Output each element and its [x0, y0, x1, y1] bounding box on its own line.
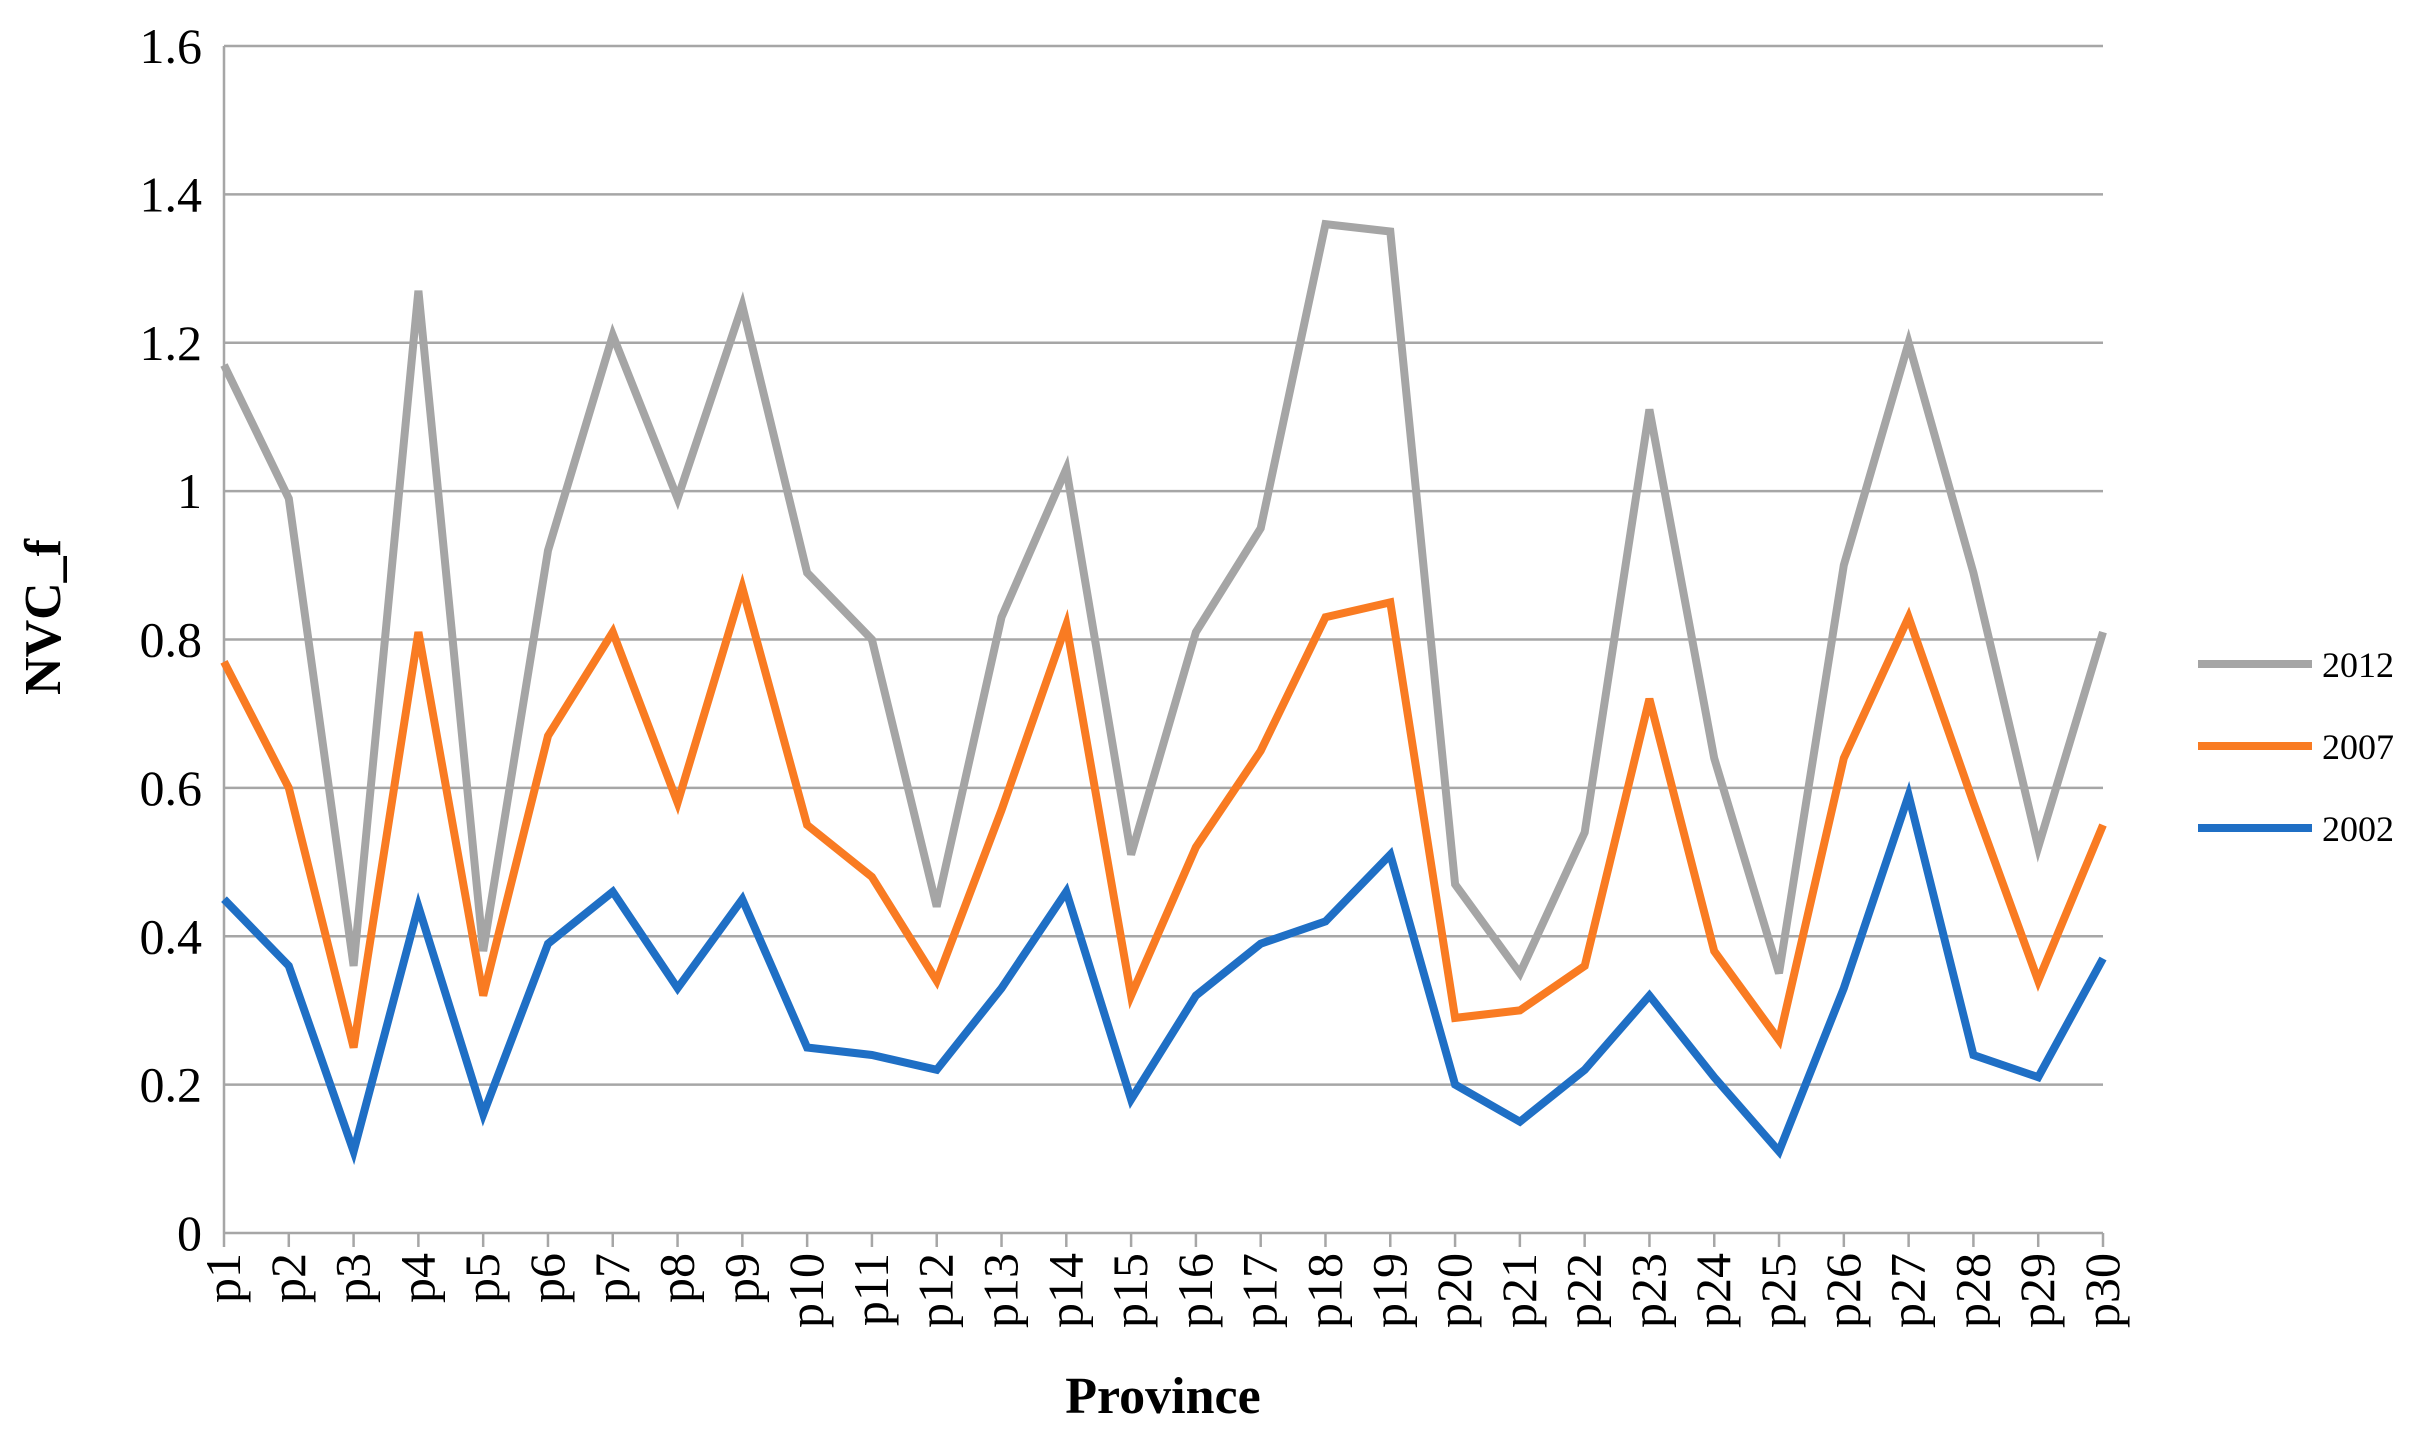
y-axis-title: NVC_f [15, 538, 72, 695]
series-line-2012 [220, 219, 2107, 982]
axes [222, 46, 2105, 1247]
legend-label: 2002 [2322, 809, 2394, 849]
x-tick-label: p28 [1944, 1253, 2000, 1328]
y-tick-label: 1.2 [140, 315, 203, 371]
y-tick-label: 0.4 [140, 908, 203, 964]
x-tick-label: p21 [1491, 1253, 1547, 1328]
x-tick-label: p20 [1426, 1253, 1482, 1328]
x-tick-label: p30 [2074, 1253, 2130, 1328]
x-tick-label: p7 [584, 1253, 640, 1303]
legend-label: 2007 [2322, 727, 2394, 767]
x-tick-label: p15 [1102, 1253, 1158, 1328]
x-tick-label: p10 [778, 1253, 834, 1328]
tick-labels: 00.20.40.60.811.21.41.6p1 p2 p3 p4 p5 p6 p7 p8 p… [140, 18, 2131, 1328]
x-tick-label: p26 [1815, 1253, 1871, 1328]
y-tick-label: 1.4 [140, 166, 203, 222]
x-tick-label: p12 [908, 1253, 964, 1328]
x-tick-label: p6 [519, 1253, 575, 1303]
x-tick-label: p19 [1361, 1253, 1417, 1328]
x-tick-label: p17 [1232, 1253, 1288, 1328]
y-tick-label: 0.6 [140, 760, 203, 816]
x-tick-label: p9 [713, 1253, 769, 1303]
legend-label: 2012 [2322, 645, 2394, 685]
x-tick-label: p27 [1880, 1253, 1936, 1328]
x-tick-label: p16 [1167, 1253, 1223, 1328]
y-tick-label: 0 [177, 1205, 202, 1261]
series-line-2002 [221, 781, 2107, 1166]
y-tick-label: 1 [177, 463, 202, 519]
x-tick-label: p4 [389, 1253, 445, 1303]
x-tick-label: p24 [1685, 1253, 1741, 1328]
x-tick-label: p13 [973, 1253, 1029, 1328]
y-tick-label: 0.8 [140, 612, 203, 668]
x-tick-label: p22 [1556, 1253, 1612, 1328]
x-tick-label: p5 [454, 1253, 510, 1303]
x-tick-label: p2 [260, 1253, 316, 1303]
x-axis-title: Province [1065, 1368, 1260, 1425]
series-lines [220, 219, 2107, 1166]
x-tick-label: p23 [1620, 1253, 1676, 1328]
x-tick-label: p3 [325, 1253, 381, 1303]
x-tick-label: p25 [1750, 1253, 1806, 1328]
x-tick-label: p1 [195, 1253, 251, 1303]
x-tick-label: p8 [649, 1253, 705, 1303]
series-line-2007 [220, 573, 2107, 1050]
x-tick-label: p11 [843, 1253, 899, 1326]
y-tick-label: 1.6 [140, 18, 203, 74]
x-tick-label: p18 [1296, 1253, 1352, 1328]
y-tick-label: 0.2 [140, 1057, 203, 1113]
legend: 2012 2007 2002 [2198, 645, 2394, 849]
x-tick-label: p14 [1037, 1253, 1093, 1328]
x-tick-label: p29 [2009, 1253, 2065, 1328]
